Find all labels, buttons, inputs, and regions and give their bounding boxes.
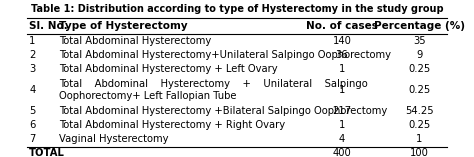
Text: Total Abdominal Hysterectomy+Unilateral Salpingo Oophorectomy: Total Abdominal Hysterectomy+Unilateral … [59, 50, 391, 60]
Text: 1: 1 [339, 120, 345, 130]
Text: Total Abdominal Hysterectomy + Right Ovary: Total Abdominal Hysterectomy + Right Ova… [59, 120, 285, 130]
Text: 2: 2 [29, 50, 36, 60]
Text: 3: 3 [29, 64, 36, 74]
Text: 1: 1 [29, 36, 36, 46]
Text: 0.25: 0.25 [408, 120, 430, 130]
Text: 400: 400 [333, 148, 351, 157]
Text: 1: 1 [339, 85, 345, 95]
Text: Table 1: Distribution according to type of Hysterectomy in the study group: Table 1: Distribution according to type … [31, 4, 443, 14]
Text: Total Abdominal Hysterectomy: Total Abdominal Hysterectomy [59, 36, 211, 46]
Text: 140: 140 [333, 36, 352, 46]
Text: 100: 100 [410, 148, 428, 157]
Text: 7: 7 [29, 135, 36, 144]
Text: Sl. No.: Sl. No. [29, 21, 68, 31]
Text: 54.25: 54.25 [405, 106, 434, 116]
Text: 0.25: 0.25 [408, 85, 430, 95]
Text: 9: 9 [416, 50, 422, 60]
Text: 217: 217 [332, 106, 352, 116]
Text: 36: 36 [336, 50, 348, 60]
Text: Total    Abdominal    Hysterectomy    +    Unilateral    Salpingo: Total Abdominal Hysterectomy + Unilatera… [59, 79, 368, 89]
Text: Oophorectomy+ Left Fallopian Tube: Oophorectomy+ Left Fallopian Tube [59, 91, 237, 101]
Text: Total Abdominal Hysterectomy +Bilateral Salpingo Oophorectomy: Total Abdominal Hysterectomy +Bilateral … [59, 106, 387, 116]
Text: 4: 4 [29, 85, 36, 95]
Text: 35: 35 [413, 36, 426, 46]
Text: Percentage (%): Percentage (%) [374, 21, 465, 31]
Text: 5: 5 [29, 106, 36, 116]
Text: Type of Hysterectomy: Type of Hysterectomy [59, 21, 188, 31]
Text: 1: 1 [416, 135, 422, 144]
Text: 6: 6 [29, 120, 36, 130]
Text: 1: 1 [339, 64, 345, 74]
Text: TOTAL: TOTAL [29, 148, 65, 157]
Text: 4: 4 [339, 135, 345, 144]
Text: Total Abdominal Hysterectomy + Left Ovary: Total Abdominal Hysterectomy + Left Ovar… [59, 64, 278, 74]
Text: No. of cases: No. of cases [306, 21, 378, 31]
Text: Vaginal Hysterectomy: Vaginal Hysterectomy [59, 135, 169, 144]
Text: 0.25: 0.25 [408, 64, 430, 74]
